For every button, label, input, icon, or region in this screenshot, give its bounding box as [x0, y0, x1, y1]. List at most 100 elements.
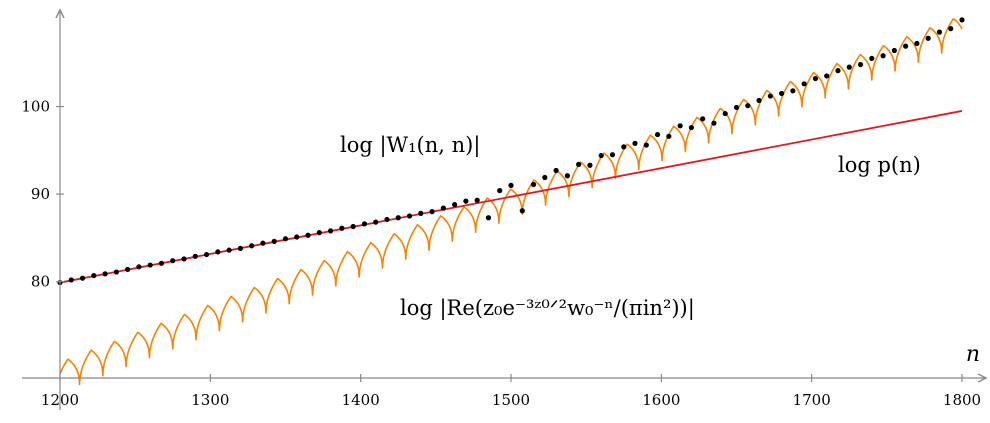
scatter-point	[271, 238, 277, 245]
scatter-point	[384, 216, 390, 223]
scatter-point	[542, 174, 548, 181]
scatter-point	[654, 131, 661, 138]
y-tick-label: 90	[31, 185, 50, 203]
scatter-point	[756, 97, 762, 104]
scatter-point	[779, 90, 785, 97]
scatter-point	[700, 116, 706, 122]
scatter-point	[373, 219, 379, 225]
scatter-point	[767, 93, 773, 99]
scatter-point	[350, 223, 356, 230]
orange-series-label: log |Re(z₀e⁻³ᶻ⁰ᐟ²w₀⁻ⁿ/(πin²))|	[400, 296, 695, 321]
x-tick-label: 1800	[943, 391, 981, 409]
scatter-point	[587, 162, 593, 168]
scatter-point	[203, 251, 210, 258]
y-tick-label: 80	[31, 273, 50, 291]
scatter-point	[339, 225, 345, 231]
scatter-point	[249, 243, 255, 249]
scatter-point	[722, 110, 728, 117]
y-ticks: 80 90 100	[21, 98, 64, 291]
scatter-point	[485, 215, 492, 221]
scatter-point	[452, 202, 458, 208]
scatter-point	[733, 104, 740, 111]
scatter-point	[835, 68, 841, 74]
scatter-point	[959, 17, 965, 23]
scatter-point	[936, 29, 943, 35]
scatter-point	[282, 236, 289, 242]
scatter-point	[801, 81, 807, 87]
scatter-point	[102, 271, 108, 277]
scatter-point	[68, 277, 74, 283]
scatter-point	[316, 230, 322, 236]
x-tick-label: 1300	[191, 391, 229, 409]
y-tick-label: 100	[21, 98, 50, 116]
scatter-point	[812, 75, 819, 82]
scatter-point	[666, 133, 672, 139]
x-ticks: 1200 1300 1400 1500 1600 1700 1800	[41, 374, 981, 409]
scatter-point	[226, 247, 232, 253]
scatter-point	[688, 124, 695, 131]
scatter-point	[237, 245, 243, 252]
scatter-point	[158, 260, 165, 266]
scatter-point	[79, 275, 86, 281]
scatter-point	[215, 249, 221, 255]
scatter-point	[519, 208, 525, 214]
scatter-point	[857, 61, 864, 68]
scatter-point	[846, 64, 852, 70]
scatter-point	[294, 234, 300, 240]
scatter-point	[429, 209, 435, 215]
scatter-series	[57, 17, 965, 286]
axes: 1200 1300 1400 1500 1600 1700 1800 80 90 100 n	[21, 10, 986, 410]
scatter-point	[711, 120, 717, 126]
red-series-line	[59, 110, 963, 284]
annotations: log |W₁(n, n)| log p(n) log |Re(z₀e⁻³ᶻ⁰ᐟ…	[340, 133, 921, 321]
scatter-point	[576, 161, 582, 167]
x-tick-label: 1600	[642, 391, 680, 409]
scatter-point	[869, 55, 875, 62]
scatter-point	[643, 142, 649, 148]
red-series-label: log p(n)	[838, 153, 921, 177]
scatter-point	[508, 182, 514, 188]
plot-area	[57, 17, 965, 386]
x-tick-label: 1700	[793, 391, 831, 409]
scatter-point	[170, 258, 176, 264]
scatter-point	[136, 264, 142, 270]
scatter-point	[677, 123, 683, 129]
x-tick-label: 1400	[342, 391, 380, 409]
x-axis-title: n	[966, 342, 980, 367]
scatter-point	[440, 205, 446, 211]
scatter-point	[305, 232, 311, 238]
scatter-point	[147, 262, 153, 268]
scatter-point	[328, 228, 334, 234]
scatter-point	[790, 88, 796, 94]
scatter-point	[891, 47, 897, 54]
scatter-point	[598, 152, 604, 159]
scatter-point	[395, 215, 401, 221]
scatter-point	[463, 198, 469, 204]
scatter-series-label: log |W₁(n, n)|	[340, 133, 480, 158]
x-tick-label: 1200	[41, 391, 79, 409]
scatter-point	[91, 272, 97, 279]
scatter-point	[948, 26, 954, 32]
scatter-point	[125, 266, 131, 273]
scatter-point	[880, 53, 886, 59]
scatter-point	[474, 197, 480, 203]
scatter-point	[621, 144, 627, 150]
scatter-point	[361, 221, 368, 227]
scatter-point	[192, 253, 198, 259]
scatter-point	[553, 167, 559, 174]
scatter-point	[609, 152, 616, 158]
scatter-point	[824, 73, 830, 79]
scatter-point	[745, 103, 751, 109]
scatter-point	[181, 256, 187, 262]
scatter-point	[497, 188, 503, 194]
orange-series-curve	[59, 18, 963, 386]
scatter-point	[406, 213, 413, 219]
scatter-point	[914, 40, 920, 47]
x-tick-label: 1500	[492, 391, 530, 409]
scatter-point	[530, 181, 537, 188]
scatter-point	[113, 269, 119, 275]
scatter-point	[632, 140, 638, 146]
scatter-point	[260, 240, 266, 246]
scatter-point	[925, 35, 931, 41]
